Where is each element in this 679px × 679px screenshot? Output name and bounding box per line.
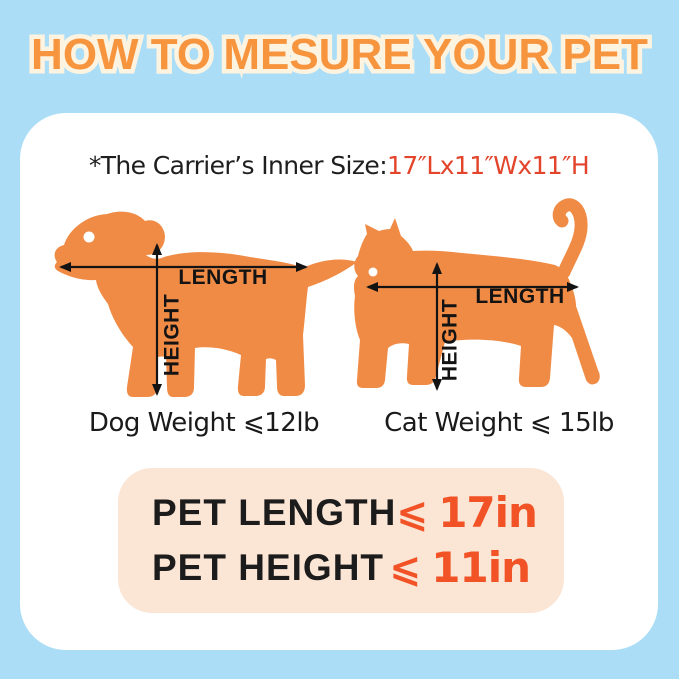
pet-length-label: PET LENGTH (152, 492, 397, 533)
pet-length-row: PET LENGTH ⩽ 17in (152, 492, 538, 534)
cat-weight-text: Cat Weight ⩽ 15lb (384, 408, 614, 438)
cat-measure-figure: LENGTH HEIGHT (354, 198, 600, 391)
cat-tail (552, 198, 588, 279)
pet-height-number: 11in (431, 543, 531, 592)
dog-height-label: HEIGHT (161, 294, 184, 376)
less-equal-icon: ⩽ (389, 546, 422, 590)
pet-height-label: PET HEIGHT (152, 547, 385, 588)
dog-eye (83, 231, 95, 243)
page-title-outline: HOW TO MESURE YOUR PET (27, 26, 653, 84)
content-card: *The Carrier’s Inner Size:17″Lx11″Wx11″H… (20, 113, 658, 650)
dog-silhouette (54, 211, 357, 397)
pet-limits-box: PET LENGTH ⩽ 17in PET HEIGHT ⩽ 11in (118, 468, 564, 613)
less-equal-icon: ⩽ (396, 491, 429, 535)
cat-eye (368, 267, 378, 277)
carrier-inner-size-label: *The Carrier’s Inner Size: (88, 151, 388, 180)
dog-measure-figure: LENGTH HEIGHT (54, 211, 357, 397)
pet-length-number: 17in (438, 488, 538, 537)
cat-silhouette (354, 218, 600, 388)
pet-height-row: PET HEIGHT ⩽ 11in (152, 543, 531, 592)
dog-weight-text: Dog Weight ⩽12lb (88, 408, 320, 438)
cat-height-label: HEIGHT (439, 299, 462, 381)
carrier-inner-size-value: 17″Lx11″Wx11″H (387, 151, 590, 180)
page-title-text: HOW TO MESURE YOUR PET (31, 30, 648, 79)
pet-height-value: ⩽ 11in (389, 543, 531, 592)
cat-length-label: LENGTH (475, 285, 564, 308)
pet-length-value: ⩽ 17in (396, 488, 538, 537)
dog-length-label: LENGTH (178, 266, 267, 289)
page-title: HOW TO MESURE YOUR PET HOW TO MESURE YOU… (0, 24, 679, 86)
carrier-inner-size-line: *The Carrier’s Inner Size:17″Lx11″Wx11″H (20, 151, 658, 180)
